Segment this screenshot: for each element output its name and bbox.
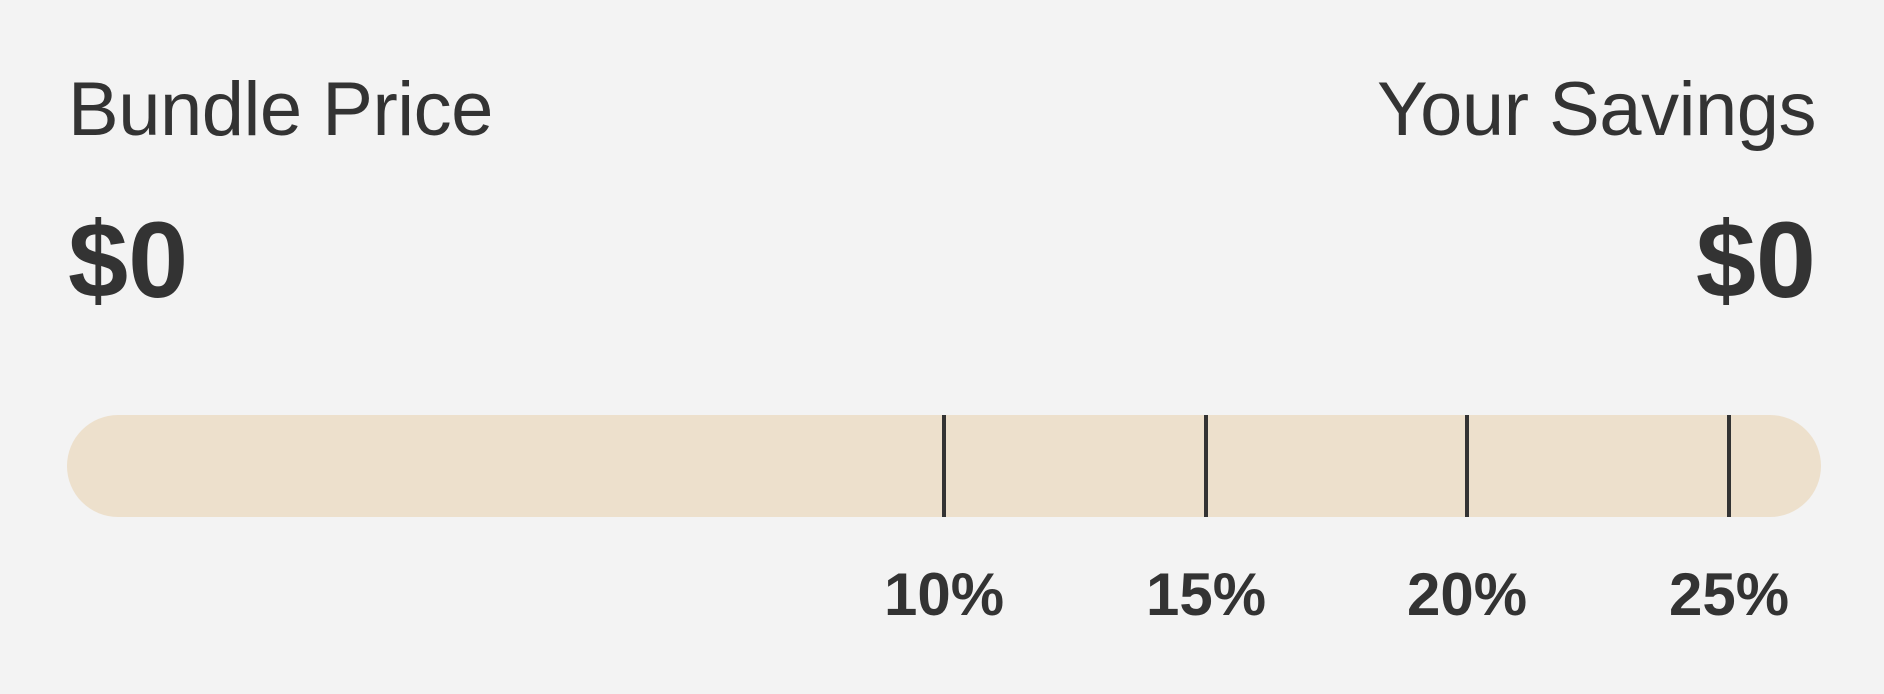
bundle-price-value: $0: [68, 199, 189, 320]
savings-progress-bar: [67, 415, 1821, 517]
milestone-label-10: 10%: [883, 561, 1005, 628]
your-savings-label: Your Savings: [1376, 67, 1817, 152]
milestone-label-20: 20%: [1406, 561, 1528, 628]
your-savings-value: $0: [1695, 199, 1816, 320]
milestone-label-15: 15%: [1145, 561, 1267, 628]
milestone-tick-15: [1204, 415, 1208, 517]
milestone-tick-10: [942, 415, 946, 517]
milestone-tick-20: [1465, 415, 1469, 517]
bundle-price-label: Bundle Price: [68, 67, 493, 152]
milestone-label-25: 25%: [1668, 561, 1790, 628]
milestone-tick-25: [1727, 415, 1731, 517]
